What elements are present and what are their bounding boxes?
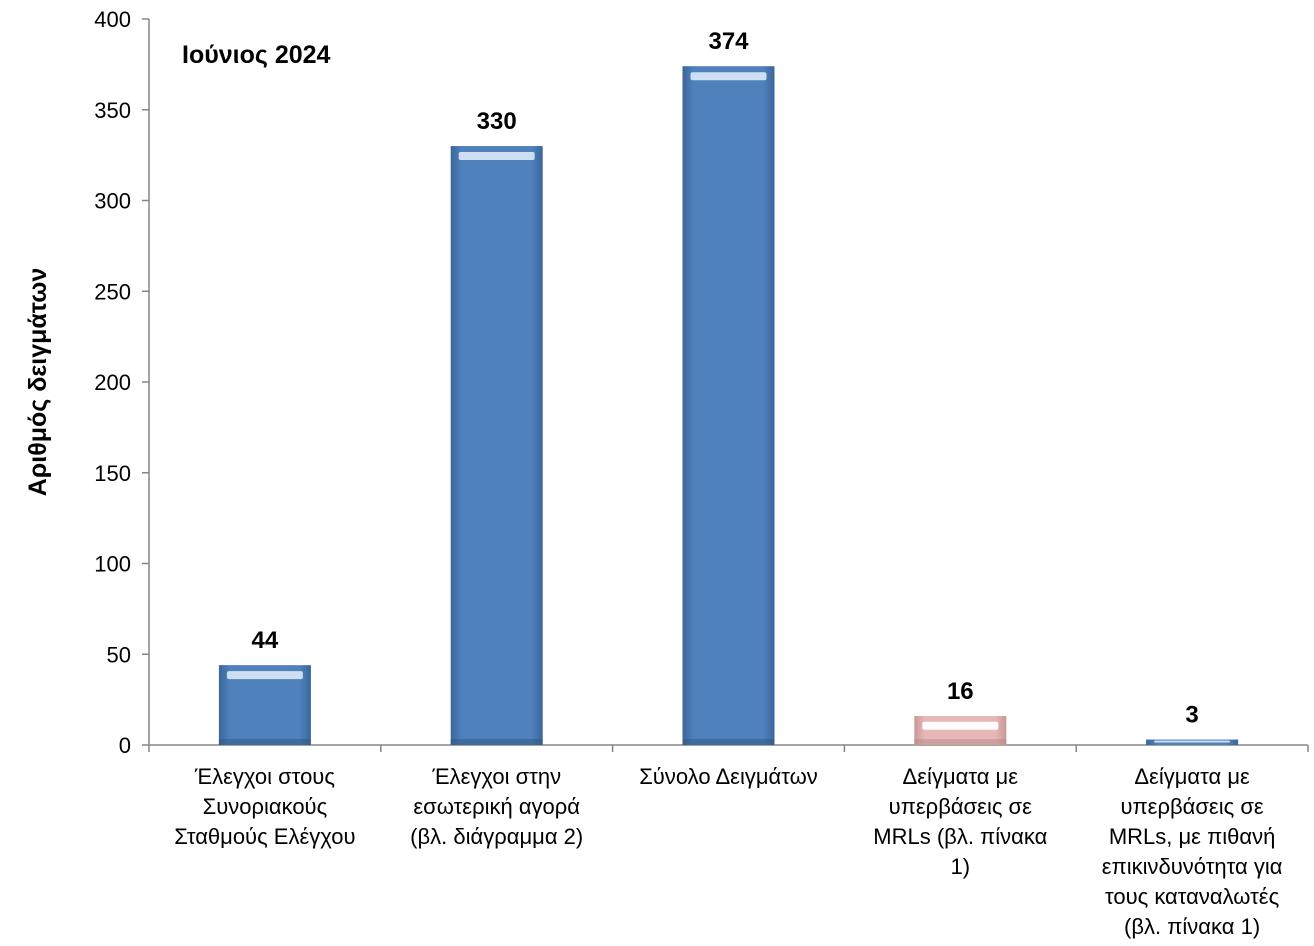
bar-highlight: [458, 152, 535, 161]
y-tick-label: 150: [94, 461, 131, 486]
bar: [682, 66, 775, 745]
bar-highlight: [226, 671, 303, 680]
y-tick-label: 200: [94, 370, 131, 395]
data-label: 16: [947, 678, 974, 705]
axes: 0 50 100 150 200 250 300 350 400: [94, 7, 1309, 758]
bar-shade: [682, 739, 775, 745]
y-tick-label: 250: [94, 279, 131, 304]
y-tick-label: 400: [94, 7, 131, 32]
bar-highlight: [690, 72, 767, 81]
bars: [218, 66, 1239, 746]
data-label: 44: [252, 627, 279, 654]
y-axis-label: Αριθμός δειγμάτων: [24, 268, 52, 497]
data-label: 3: [1185, 702, 1198, 729]
data-label: 330: [477, 108, 517, 135]
bar-shade: [218, 739, 311, 745]
y-tick-label: 0: [119, 733, 131, 758]
bar-highlight: [1154, 740, 1231, 743]
bar: [450, 146, 543, 746]
labels: 44 Έλεγχοι στους Συνοριακούς Σταθμούς Ελέγχ…: [174, 28, 1282, 939]
category-label: Σύνολο Δειγμάτων: [639, 764, 818, 789]
chart-annotation: Ιούνιος 2024: [182, 41, 331, 69]
y-tick-label: 300: [94, 189, 131, 214]
category-label: Δείγματα με υπερβάσεις σε MRLs, με πιθανή ε…: [1102, 764, 1283, 939]
data-label: 374: [708, 28, 749, 55]
bar-shade: [450, 739, 543, 745]
y-tick-label: 50: [107, 642, 131, 667]
category-label: Έλεγχοι στην εσωτερική αγορά (βλ. διάγραμμ…: [410, 764, 583, 849]
bar-shade: [914, 739, 1007, 745]
bar-highlight: [922, 721, 999, 730]
y-tick-label: 100: [94, 552, 131, 577]
category-label: Έλεγχοι στους Συνοριακούς Σταθμούς Ελέγχου: [174, 764, 355, 849]
category-label: Δείγματα με υπερβάσεις σε MRLs (βλ. πίνακα…: [873, 764, 1047, 879]
y-tick-label: 350: [94, 98, 131, 123]
